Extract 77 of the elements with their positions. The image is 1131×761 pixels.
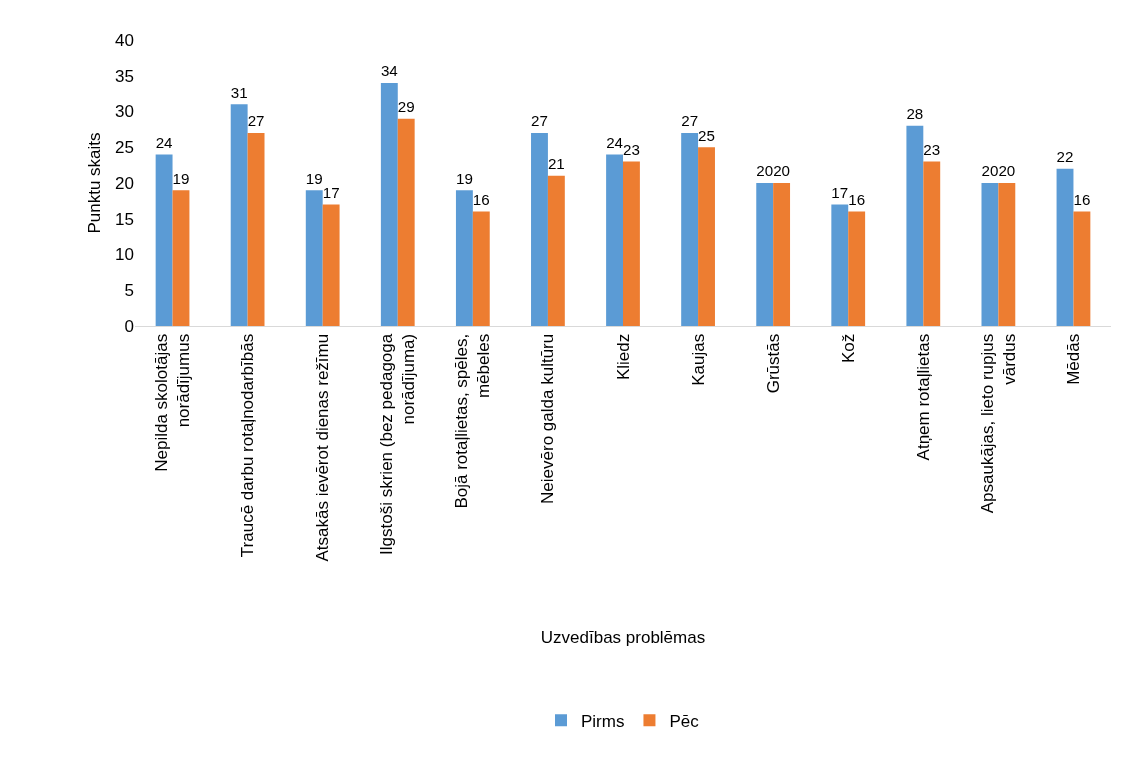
data-label: 20 [773,162,791,180]
x-tick-label: Apsaukājas, lieto rupjus vārdus [977,333,1019,514]
x-tick-label: Atņem rotaļlietas [913,333,933,461]
data-label: 21 [547,155,565,173]
y-axis-title: Punktu skaits [84,132,104,234]
data-label: 24 [155,133,173,151]
bar [1056,168,1074,326]
x-axis-title: Uzvedības problēmas [540,627,706,647]
data-label: 22 [1056,148,1074,166]
y-tick-label: 20 [115,173,134,193]
data-label: 20 [981,162,999,180]
bar [472,211,490,326]
data-label: 20 [756,162,774,180]
y-tick-label: 40 [115,30,134,50]
bar [831,204,849,326]
bar [998,183,1016,326]
x-tick-label: Kliedz [613,333,633,381]
y-tick-label: 30 [115,102,134,122]
x-tick-label: Atsakās ievērot dienas režīmu [313,333,333,562]
bar [606,154,623,326]
bar [547,175,565,326]
y-tick-label: 5 [124,281,134,301]
bar [923,161,941,326]
bar [397,118,415,326]
x-tick-label: Kož [838,333,858,364]
bar [155,154,173,326]
data-label: 19 [455,169,473,187]
y-tick-label: 10 [115,245,134,265]
y-tick-label: 15 [115,209,134,229]
bar [681,132,699,326]
data-label: 23 [623,140,640,158]
bar [531,132,548,326]
bar [322,204,340,326]
x-tick-label: Ilgstoši skrien (bez pedagoga norādījuma) [377,333,419,555]
legend-label: Pēc [669,711,700,731]
data-label: 24 [606,133,623,151]
data-label: 34 [380,62,398,80]
data-label: 16 [848,191,866,209]
data-label: 16 [1073,191,1091,209]
data-label: 27 [531,112,548,130]
bar [1073,211,1091,326]
x-tick-label: Nepilda skolotājas norādījumus [152,333,194,472]
x-tick-label: Traucē darbu rotaļnodarbībās [238,333,258,558]
bar [172,190,190,326]
data-label: 17 [322,183,340,201]
data-label: 16 [472,191,490,209]
data-label: 25 [698,126,715,144]
legend-label: Pirms [581,711,625,731]
bar [455,190,473,326]
y-tick-label: 35 [115,66,134,86]
bar [773,183,791,326]
data-label: 31 [230,83,248,101]
data-label: 19 [305,169,323,187]
data-label: 23 [923,140,941,158]
bar [698,147,715,326]
data-label: 19 [172,169,190,187]
bar [981,183,999,326]
data-label: 27 [681,112,699,130]
data-label: 17 [831,183,849,201]
bar [756,183,774,326]
bar [305,190,323,326]
bar [623,161,640,326]
x-tick-label: Kaujas [688,333,708,386]
bar [380,82,398,326]
x-tick-label: Mēdās [1063,333,1083,385]
data-label: 27 [247,112,265,130]
y-tick-label: 0 [124,316,134,336]
data-label: 29 [397,98,415,116]
bar [906,125,924,326]
bar [247,132,265,326]
bar [848,211,866,326]
x-tick-label: Neievēro galda kultūru [538,333,558,504]
data-label: 20 [998,162,1016,180]
x-tick-label: Grūstās [763,333,783,394]
y-tick-label: 25 [115,138,134,158]
data-label: 28 [906,105,924,123]
bar [230,104,248,326]
